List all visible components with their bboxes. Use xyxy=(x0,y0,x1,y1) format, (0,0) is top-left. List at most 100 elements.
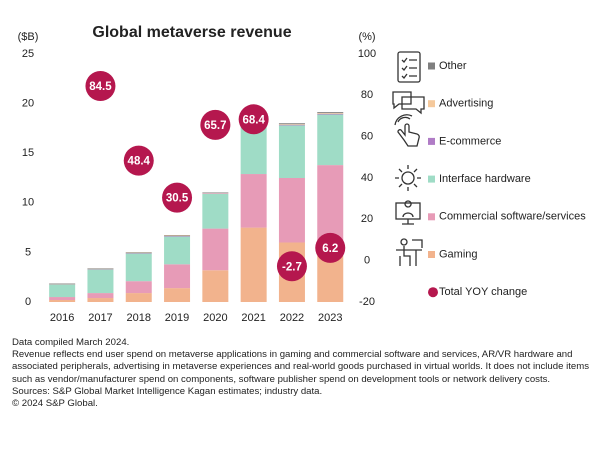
x-tick-label: 2022 xyxy=(280,312,304,324)
bar-segment xyxy=(87,268,114,270)
bar-segment xyxy=(87,268,114,269)
legend-label: Total YOY change xyxy=(439,286,527,298)
bar-segment xyxy=(87,269,114,294)
bar-segment xyxy=(87,298,114,302)
bar-segment xyxy=(125,253,152,282)
bar-segment xyxy=(164,264,191,289)
y2-tick-label: 0 xyxy=(364,255,370,267)
legend-label: Commercial software/services xyxy=(439,211,586,223)
chart: Global metaverse revenue ($B) (%) 0 5 10 15… xyxy=(18,24,587,324)
y2-tick-label: 100 xyxy=(358,48,376,60)
bar-segment xyxy=(202,193,229,229)
bar-segment xyxy=(87,268,114,270)
y2-tick-label: 40 xyxy=(361,172,373,184)
bar-segment xyxy=(164,236,191,237)
yoy-marker xyxy=(200,109,231,140)
bar-segment xyxy=(240,227,267,302)
y2-tick-label: 60 xyxy=(361,131,373,143)
bar-segment xyxy=(164,236,191,265)
y2-tick-label: 20 xyxy=(361,213,373,225)
bar-segment xyxy=(87,293,114,299)
bar-segment xyxy=(317,114,344,166)
yoy-label: -2.7 xyxy=(282,261,302,273)
bar-segment xyxy=(125,252,152,253)
bar-segment xyxy=(278,123,305,125)
bar-segment xyxy=(202,228,229,271)
legend-swatch xyxy=(428,100,435,108)
yoy-marker xyxy=(85,71,116,102)
yoy-label: 65.7 xyxy=(204,120,226,132)
bar-segment xyxy=(49,297,76,301)
bar-segment xyxy=(125,252,152,254)
bar-segment xyxy=(278,124,305,125)
x-tick-label: 2020 xyxy=(203,312,227,324)
notes: Data compiled March 2024. Revenue reflect… xyxy=(12,337,598,410)
y-axis-unit: ($B) xyxy=(18,31,39,43)
legend-label: Other xyxy=(439,60,467,72)
bar-segment xyxy=(317,112,344,114)
bar-segment xyxy=(49,300,76,302)
bar-segment xyxy=(164,235,191,236)
bar-segment xyxy=(278,124,305,126)
yoy-marker xyxy=(238,104,269,135)
yoy-marker xyxy=(123,145,154,176)
legend-label: Advertising xyxy=(439,98,493,110)
note: Revenue reflects end user spend on metav… xyxy=(12,349,589,385)
note: Data compiled March 2024. xyxy=(12,337,130,348)
legend-swatch xyxy=(428,213,435,221)
bar-segment xyxy=(202,192,229,194)
y-tick-label: 0 xyxy=(25,296,31,308)
x-tick-label: 2023 xyxy=(318,312,342,324)
legend-icons xyxy=(392,51,425,266)
bar-segment xyxy=(202,270,229,302)
legend-label: Gaming xyxy=(439,248,478,260)
bar-segment xyxy=(202,193,229,194)
note: Sources: S&P Global Market Intelligence … xyxy=(12,385,323,397)
chart-title: Global metaverse revenue xyxy=(92,24,291,41)
legend-label: Interface hardware xyxy=(439,173,531,185)
y-tick-label: 25 xyxy=(22,48,34,60)
yoy-label: 84.5 xyxy=(89,81,112,93)
bar-segment xyxy=(125,281,152,294)
yoy-label: 48.4 xyxy=(128,156,151,168)
x-tick-label: 2019 xyxy=(165,312,189,324)
bar-segment xyxy=(164,235,191,237)
note: © 2024 S&P Global. xyxy=(12,398,98,410)
x-tick-label: 2021 xyxy=(241,312,265,324)
bar-segment xyxy=(278,125,305,178)
legend-swatch xyxy=(428,287,438,298)
bar-segment xyxy=(240,174,267,228)
yoy-marker xyxy=(276,251,307,282)
x-tick-label: 2016 xyxy=(50,312,74,324)
y2-axis-unit: (%) xyxy=(358,31,375,43)
yoy-marker xyxy=(162,182,193,213)
bar-segment xyxy=(125,293,152,302)
bar-segment xyxy=(317,113,344,114)
x-tick-label: 2017 xyxy=(88,312,112,324)
bar-segment xyxy=(125,252,152,254)
bar-segment xyxy=(278,178,305,243)
yoy-label: 30.5 xyxy=(166,193,189,205)
legend-swatch xyxy=(428,137,435,145)
yoy-marker xyxy=(315,232,346,263)
y-tick-label: 15 xyxy=(22,147,34,159)
y2-tick-label: 80 xyxy=(361,89,373,101)
y-tick-label: 10 xyxy=(22,197,34,209)
legend-swatch xyxy=(428,175,435,183)
y2-tick-label: -20 xyxy=(359,296,375,308)
bar-segment xyxy=(317,165,344,245)
bar-segment xyxy=(202,192,229,193)
yoy-label: 6.2 xyxy=(322,243,338,255)
bar-segment xyxy=(317,113,344,115)
yoy-label: 68.4 xyxy=(242,114,265,126)
y-tick-label: 5 xyxy=(25,246,31,258)
y-tick-label: 20 xyxy=(22,98,34,110)
bar-segment xyxy=(49,283,76,285)
bar-segment xyxy=(164,288,191,302)
bar-segment xyxy=(49,284,76,298)
legend-label: E-commerce xyxy=(439,135,501,147)
x-tick-label: 2018 xyxy=(127,312,151,324)
legend-swatch xyxy=(428,251,435,258)
legend-swatch xyxy=(428,62,435,70)
